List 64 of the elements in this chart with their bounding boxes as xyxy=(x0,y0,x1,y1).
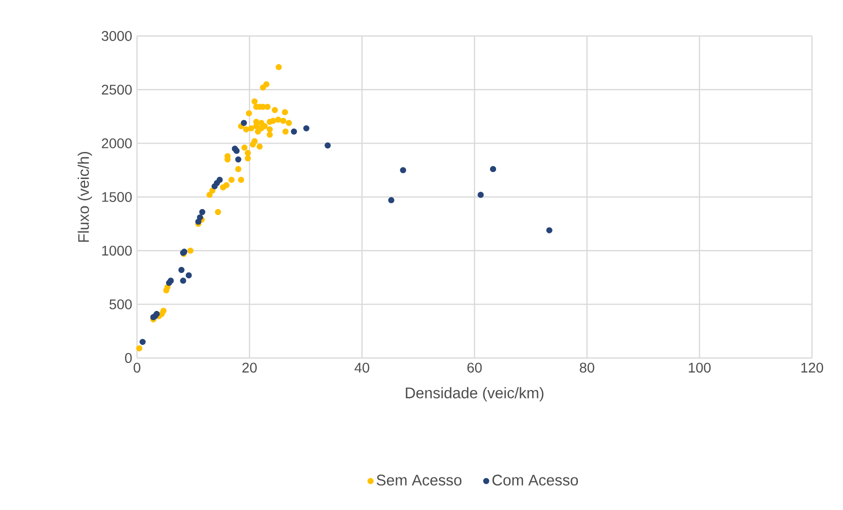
point xyxy=(251,138,258,144)
point xyxy=(214,208,222,216)
y-tick-label: 2000 xyxy=(102,138,132,148)
point xyxy=(400,167,406,174)
x-tick-label: 120 xyxy=(801,362,824,373)
point xyxy=(276,64,282,70)
legend-label: Sem Acesso xyxy=(376,474,462,486)
point xyxy=(186,272,192,278)
point xyxy=(282,109,288,116)
point xyxy=(272,106,278,114)
point xyxy=(180,278,186,284)
legend-label: Com Acesso xyxy=(492,474,578,486)
point xyxy=(286,120,292,126)
point xyxy=(256,143,263,150)
y-tick-label: 3000 xyxy=(102,31,132,41)
point xyxy=(388,197,394,204)
point xyxy=(280,118,286,124)
point xyxy=(303,125,310,132)
point xyxy=(546,227,552,234)
point xyxy=(270,118,276,124)
point xyxy=(251,98,258,105)
point xyxy=(140,338,146,345)
x-tick-label: 100 xyxy=(688,362,711,373)
point xyxy=(243,126,250,132)
x-tick-label: 40 xyxy=(354,362,370,373)
point xyxy=(199,208,206,216)
point xyxy=(235,166,242,172)
x-axis-title: Densidade (veic/km) xyxy=(406,387,544,402)
point xyxy=(223,182,230,188)
y-axis-title: Fluxo (veic/h) xyxy=(78,152,92,242)
point xyxy=(246,110,252,116)
point xyxy=(244,150,251,156)
point xyxy=(178,266,185,274)
point xyxy=(241,144,248,151)
y-tick-label: 2500 xyxy=(102,84,132,95)
point xyxy=(290,128,298,135)
y-tick-label: 1500 xyxy=(102,192,132,202)
point xyxy=(228,176,235,183)
point xyxy=(136,345,142,352)
point xyxy=(238,176,244,183)
point xyxy=(324,142,331,149)
x-tick-label: 80 xyxy=(580,362,594,373)
point xyxy=(282,128,289,135)
point xyxy=(263,81,270,88)
x-tick-label: 60 xyxy=(467,362,482,373)
point xyxy=(187,248,194,254)
point xyxy=(240,120,247,126)
point xyxy=(244,155,251,162)
point xyxy=(262,123,268,130)
point xyxy=(478,192,484,198)
point xyxy=(212,183,218,190)
point xyxy=(490,166,496,172)
y-tick-label: 500 xyxy=(110,299,132,310)
point xyxy=(235,156,242,162)
point xyxy=(266,132,273,138)
x-tick-label: 0 xyxy=(134,362,140,373)
point xyxy=(206,192,213,198)
y-tick-label: 1000 xyxy=(102,246,132,256)
y-tick-label: 0 xyxy=(125,353,132,363)
point xyxy=(266,126,273,132)
point xyxy=(264,104,271,110)
point xyxy=(275,116,282,123)
point xyxy=(248,125,254,132)
x-tick-label: 20 xyxy=(242,362,257,373)
